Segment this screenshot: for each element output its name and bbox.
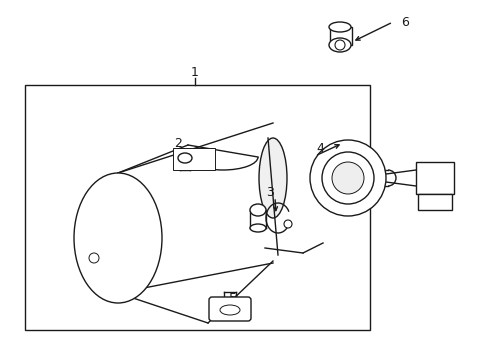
Bar [173, 148, 215, 170]
Ellipse shape [249, 204, 265, 216]
Circle shape [309, 140, 385, 216]
Bar [25, 85, 369, 330]
Text: 2: 2 [174, 136, 182, 149]
Text: 5: 5 [228, 292, 237, 305]
Bar [415, 162, 453, 194]
Ellipse shape [328, 22, 350, 32]
Circle shape [284, 220, 291, 228]
Bar [329, 27, 351, 45]
Ellipse shape [328, 38, 350, 52]
Ellipse shape [178, 153, 192, 163]
Circle shape [321, 152, 373, 204]
Ellipse shape [74, 173, 162, 303]
Ellipse shape [249, 224, 265, 232]
Circle shape [89, 253, 99, 263]
Text: 4: 4 [315, 141, 323, 154]
FancyBboxPatch shape [208, 297, 250, 321]
Circle shape [334, 40, 345, 50]
Circle shape [331, 162, 363, 194]
Text: 3: 3 [265, 185, 273, 198]
Ellipse shape [220, 305, 240, 315]
Text: 6: 6 [400, 15, 408, 28]
Text: 1: 1 [191, 66, 199, 78]
Bar [417, 194, 451, 210]
Ellipse shape [259, 138, 286, 218]
